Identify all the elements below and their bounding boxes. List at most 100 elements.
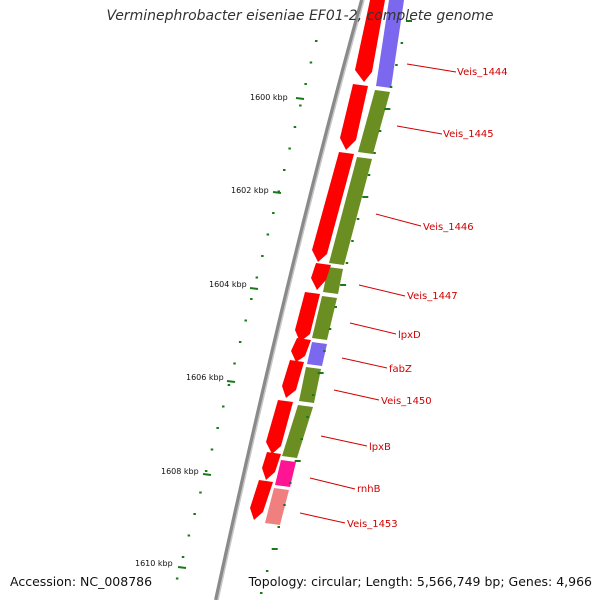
gene-label-veis-1453: Veis_1453: [347, 519, 398, 530]
gene-label-veis-1447: Veis_1447: [407, 291, 458, 302]
scale-label-1606: 1606 kbp: [186, 373, 224, 382]
inner-tick-dot: [395, 64, 398, 66]
tick-dot: [233, 362, 236, 365]
major-tick: [226, 380, 236, 383]
scale-label-1604: 1604 kbp: [209, 280, 247, 289]
inner-tick-dot: [323, 350, 326, 352]
inner-tick-dot: [300, 438, 303, 440]
cds-arrow-rnhb: [262, 452, 281, 480]
topology-text: Topology: circular; Length: 5,566,749 bp…: [248, 574, 592, 589]
tick-dot: [255, 276, 259, 279]
cds-arrow-1444: [355, 0, 385, 82]
tick-dot: [216, 427, 219, 429]
gene-label-rnhb: rnhB: [357, 484, 381, 495]
cds-arrow-lpxb: [266, 400, 293, 454]
major-tick: [177, 566, 187, 569]
inner-tick-dot: [384, 108, 391, 110]
cds-arrow-1445: [340, 84, 368, 150]
major-tick: [272, 191, 282, 194]
inner-tick-dot: [265, 570, 269, 572]
inner-tick-dot: [351, 240, 354, 242]
inner-tick-dot: [389, 86, 393, 88]
inner-tick-dot: [345, 262, 349, 264]
inner-tick-dot: [367, 174, 371, 176]
inner-tick-dot: [260, 592, 263, 594]
gene-block-pink-1453: [265, 488, 289, 525]
inner-ticks: [260, 20, 412, 594]
inner-tick-dot: [340, 284, 347, 286]
scale-label-1608: 1608 kbp: [161, 467, 199, 476]
gene-block-magenta-rnhb: [275, 460, 296, 487]
tick-dot: [266, 233, 270, 236]
genome-backbone: [214, 0, 364, 600]
accession-text: Accession: NC_008786: [10, 574, 153, 589]
gene-block-olive-lpxd: [312, 296, 337, 340]
inner-tick-dot: [334, 306, 337, 308]
gene-label-veis-1445: Veis_1445: [443, 129, 494, 140]
cds-track: [250, 0, 385, 520]
gene-block-purple-top: [376, 0, 404, 88]
tick-dot: [315, 40, 318, 42]
tick-dot: [193, 513, 196, 515]
inner-tick-dot: [311, 394, 315, 396]
tick-dot: [299, 104, 302, 107]
inner-tick-dot: [277, 526, 280, 528]
scale: 1600 kbp 1602 kbp 1604 kbp 1606 kbp 1608…: [135, 93, 305, 569]
page-title: Verminephrobacter eiseniae EF01-2, compl…: [106, 8, 494, 24]
gene-label-veis-1444: Veis_1444: [457, 67, 508, 78]
gene-label-veis-1450: Veis_1450: [381, 396, 432, 407]
tick-dots: [175, 40, 318, 580]
gene-label-veis-1446: Veis_1446: [423, 222, 474, 233]
gene-track: [265, 0, 404, 525]
inner-tick-dot: [328, 328, 332, 330]
inner-tick-dot: [294, 460, 301, 462]
inner-tick-dot: [356, 218, 360, 220]
tick-dot: [238, 341, 242, 343]
major-tick: [202, 473, 212, 476]
tick-dot: [181, 556, 185, 558]
inner-tick-dot: [406, 20, 412, 22]
tick-dot: [272, 212, 275, 214]
tick-dot: [261, 255, 264, 257]
tick-dot: [222, 405, 225, 408]
tick-dot: [244, 319, 247, 322]
gene-label-lpxd: lpxD: [398, 330, 421, 341]
tick-dot: [250, 298, 253, 300]
tick-dot: [288, 147, 291, 150]
inner-tick-dot: [400, 42, 404, 44]
inner-tick-dot: [362, 196, 369, 198]
tick-dot: [293, 126, 297, 128]
scale-label-1610: 1610 kbp: [135, 559, 173, 568]
inner-tick-dot: [271, 548, 278, 550]
gene-labels: Veis_1444 Veis_1445 Veis_1446 Veis_1447 …: [299, 63, 508, 530]
major-tick: [295, 97, 305, 100]
cds-arrow-1453: [250, 480, 273, 520]
tick-dot: [227, 384, 231, 386]
cds-arrow-1446: [312, 152, 354, 262]
inner-tick-dot: [289, 482, 292, 484]
gene-block-olive-1445: [358, 90, 390, 154]
genome-backbone-shadow: [217, 0, 365, 600]
tick-dot: [304, 83, 307, 85]
gene-block-olive-1446: [329, 157, 372, 265]
major-tick: [249, 287, 259, 290]
tick-dot: [283, 169, 286, 171]
tick-dot: [187, 534, 191, 537]
cds-arrow-lpxd: [295, 292, 320, 342]
scale-label-1600: 1600 kbp: [250, 93, 288, 102]
gene-block-purple-fabz: [307, 342, 327, 366]
cds-arrow-1447: [311, 263, 331, 290]
tick-dot: [199, 491, 202, 494]
cds-arrow-1450: [282, 360, 304, 398]
inner-tick-dot: [283, 504, 286, 506]
inner-tick-dot: [378, 130, 382, 132]
inner-tick-dot: [306, 416, 309, 418]
gene-label-fabz: fabZ: [389, 364, 412, 375]
gene-block-olive-1450: [299, 367, 321, 403]
tick-dot: [277, 190, 280, 193]
cds-arrow-fabz: [291, 338, 311, 362]
tick-dot: [210, 448, 214, 451]
scale-label-1602: 1602 kbp: [231, 186, 269, 195]
inner-tick-dot: [317, 372, 324, 374]
